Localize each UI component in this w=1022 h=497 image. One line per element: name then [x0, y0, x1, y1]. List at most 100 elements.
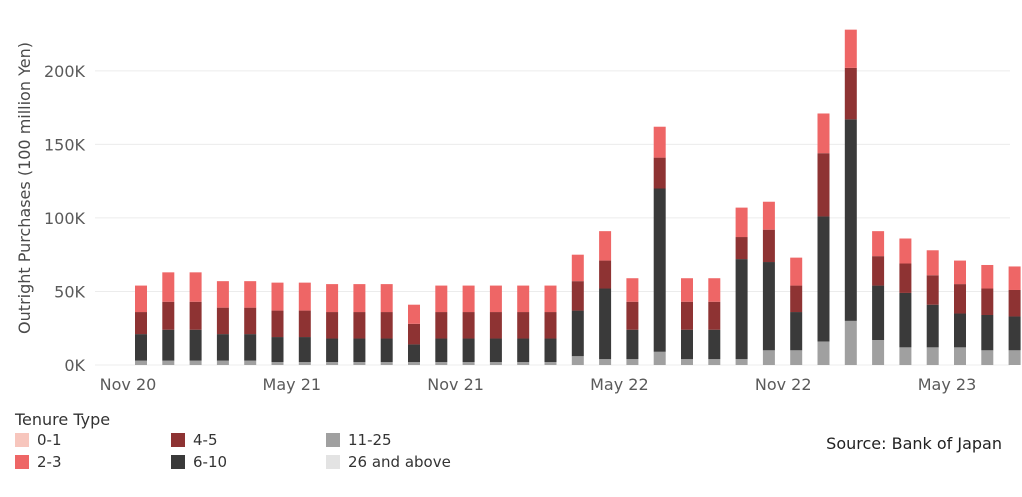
bar-segment — [926, 250, 939, 276]
legend-swatch-26-and-above — [326, 455, 340, 469]
bar-segment — [326, 362, 339, 365]
bar-segment — [489, 338, 502, 363]
bar-segment — [162, 301, 175, 330]
bar-segment — [899, 263, 912, 293]
bar-segment — [216, 307, 229, 335]
bar-segment — [216, 281, 229, 308]
bar-segment — [626, 329, 639, 360]
bar-segment — [626, 301, 639, 330]
y-tick-label: 100K — [44, 209, 86, 228]
bar-segment — [244, 360, 257, 365]
bar-segment — [380, 284, 393, 313]
bar-segment — [489, 362, 502, 365]
legend-label-11-25: 11-25 — [348, 431, 392, 449]
bar-segment — [708, 359, 721, 365]
bar-segment — [626, 278, 639, 302]
y-tick-label: 200K — [44, 62, 86, 81]
bar-segment — [216, 334, 229, 361]
bar-segment — [681, 359, 693, 365]
legend-swatch-6-10 — [171, 455, 185, 469]
legend-item-11-25: 11-25 — [326, 431, 392, 449]
bar-segment — [790, 350, 803, 365]
bar-segment — [435, 312, 448, 339]
x-tick-label: May 22 — [590, 375, 649, 394]
bar-segment — [762, 262, 775, 351]
bar-segment — [681, 329, 693, 360]
y-tick-labels: 0K 50K 100K 150K 200K — [44, 62, 86, 375]
legend-label-6-10: 6-10 — [193, 453, 228, 471]
bar-segment — [189, 360, 202, 365]
bar-segment — [517, 338, 530, 363]
bar-segment — [762, 201, 775, 230]
bar-segment — [135, 312, 147, 335]
bar-segment — [435, 285, 448, 313]
bar-segment — [844, 29, 857, 68]
bar-segment — [544, 362, 557, 365]
bar-segment — [298, 310, 311, 338]
bar-segment — [462, 338, 475, 363]
bar-segment — [380, 362, 393, 365]
bar-segment — [1008, 266, 1021, 290]
bar-segment — [517, 285, 530, 313]
bar-segment — [162, 329, 175, 361]
legend-label-0-1: 0-1 — [37, 431, 62, 449]
bar-segment — [626, 359, 639, 365]
y-tick-label: 150K — [44, 135, 86, 154]
bar-segment — [844, 67, 857, 120]
bar-segment — [517, 362, 530, 365]
x-tick-label: Nov 20 — [100, 375, 157, 394]
legend-item-6-10: 6-10 — [171, 453, 227, 471]
bar-segment — [599, 288, 612, 360]
bar-segment — [599, 260, 612, 289]
legend-item-4-5: 4-5 — [171, 431, 218, 449]
bar-segment — [817, 216, 830, 342]
bar-segment — [981, 288, 994, 315]
y-tick-label: 50K — [54, 282, 85, 301]
bar-segment — [599, 359, 612, 365]
bar-segment — [326, 338, 339, 363]
bar-segment — [571, 281, 584, 311]
bar-segment — [353, 312, 366, 339]
bar-segment — [298, 362, 311, 365]
bar-segment — [899, 238, 912, 264]
bar-segment — [244, 281, 257, 308]
bar-segment — [408, 304, 420, 324]
bar-segment — [517, 312, 530, 339]
bar-segment — [1008, 316, 1021, 351]
bar-segment — [408, 362, 420, 365]
bar-segment — [954, 284, 966, 314]
bar-segment — [571, 254, 584, 282]
legend-item-2-3: 2-3 — [15, 453, 62, 471]
bar-segment — [135, 360, 147, 365]
bar-segment — [817, 341, 830, 365]
x-tick-label: Nov 22 — [755, 375, 812, 394]
bar-segment — [135, 285, 147, 313]
bar-segment — [735, 237, 748, 260]
bar-segment — [653, 126, 666, 158]
bar-segment — [544, 338, 557, 363]
bar-segment — [189, 329, 202, 361]
bars — [135, 29, 1021, 365]
legend-label-26-and-above: 26 and above — [348, 453, 451, 471]
bar-segment — [271, 310, 284, 338]
x-tick-label: May 23 — [918, 375, 977, 394]
bar-segment — [981, 264, 994, 289]
bar-segment — [872, 256, 885, 286]
bar-segment — [790, 257, 803, 286]
bar-segment — [353, 338, 366, 363]
bar-segment — [380, 338, 393, 363]
bar-segment — [408, 323, 420, 345]
bar-segment — [735, 359, 748, 365]
bar-segment — [817, 153, 830, 217]
bar-segment — [298, 282, 311, 311]
bar-segment — [435, 362, 448, 365]
bar-segment — [926, 304, 939, 348]
bar-segment — [216, 360, 229, 365]
bar-segment — [544, 312, 557, 339]
bar-segment — [271, 282, 284, 311]
legend-swatch-11-25 — [326, 433, 340, 447]
bar-segment — [926, 347, 939, 365]
bar-segment — [981, 314, 994, 351]
bar-segment — [353, 284, 366, 313]
bar-segment — [462, 285, 475, 313]
